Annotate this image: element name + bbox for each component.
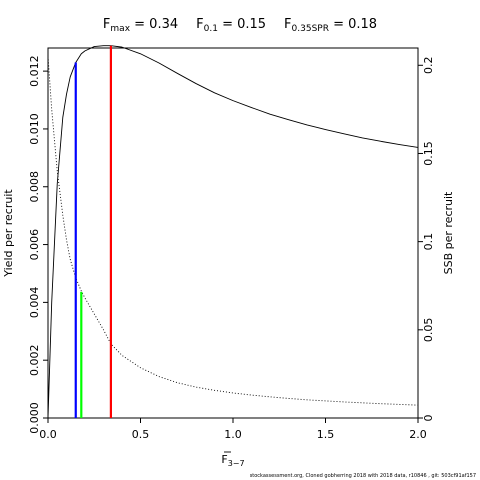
title-symbol: F (196, 17, 203, 32)
y-left-tick-label: 0.010 (28, 113, 41, 145)
y-axis-label-left: Yield per recruit (2, 189, 15, 278)
y-axis-left: 0.000 0.002 0.004 0.006 0.008 0.010 0.012 (28, 55, 48, 434)
x-tick-label: 1.0 (224, 428, 242, 441)
title-subscript: 0.1 (204, 24, 218, 34)
title-value: = 0.18 (329, 17, 377, 32)
x-axis-label: F3−7 (221, 453, 244, 468)
chart-title: Fmax = 0.34 F0.1 = 0.15 F0.35SPR = 0.18 (103, 17, 377, 34)
y-right-tick-label: 0 (422, 415, 435, 422)
title-symbol: F (103, 17, 110, 32)
plot-area (47, 47, 419, 419)
x-label-symbol: F (221, 453, 227, 466)
title-text: Fmax = 0.34 F0.1 = 0.15 F0.35SPR = 0.18 (103, 17, 377, 34)
y-left-tick-label: 0.002 (28, 344, 41, 376)
y-right-tick-label: 0.05 (422, 318, 435, 343)
title-subscript: max (110, 24, 130, 34)
reference-lines (74, 45, 113, 418)
x-tick-label: 2.0 (409, 428, 427, 441)
yield-per-recruit-line (47, 45, 419, 419)
y-left-tick-label: 0.000 (28, 402, 41, 434)
y-right-tick-label: 0.2 (422, 57, 435, 75)
title-value: = 0.15 (218, 17, 266, 32)
series-group (47, 45, 419, 419)
x-tick-label: 1.5 (317, 428, 335, 441)
x-tick-label: 0.0 (39, 428, 57, 441)
y-left-tick-label: 0.004 (28, 287, 41, 319)
y-left-tick-label: 0.008 (28, 171, 41, 203)
title-symbol: F (284, 17, 291, 32)
x-label-subscript: 3−7 (228, 459, 245, 468)
y-left-tick-label: 0.006 (28, 229, 41, 261)
footer-note: stockassessment.org, Cloned gobherring 2… (250, 473, 476, 479)
y-axis-label-right: SSB per recruit (442, 191, 455, 274)
title-subscript: 0.35SPR (292, 24, 329, 34)
x-axis: 0.0 0.5 1.0 1.5 2.0 (39, 418, 427, 441)
y-left-tick-label: 0.012 (28, 55, 41, 87)
x-tick-label: 0.5 (132, 428, 150, 441)
y-right-tick-label: 0.15 (422, 141, 435, 166)
title-value: = 0.34 (130, 17, 178, 32)
y-axis-right: 0 0.05 0.1 0.15 0.2 (418, 57, 435, 422)
ssb-per-recruit-line (47, 56, 419, 406)
y-right-tick-label: 0.1 (422, 233, 435, 251)
